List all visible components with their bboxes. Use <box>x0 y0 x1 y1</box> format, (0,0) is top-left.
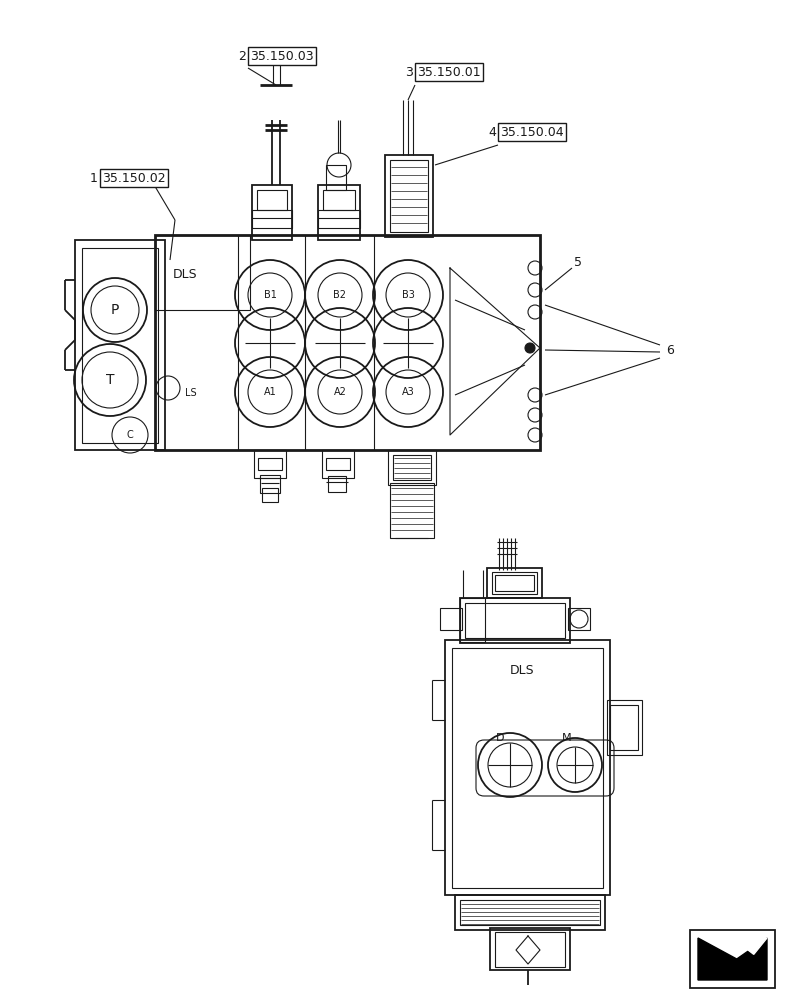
Bar <box>322 450 354 478</box>
Text: LS: LS <box>185 388 196 398</box>
Text: B1: B1 <box>263 290 276 300</box>
Bar <box>460 598 485 642</box>
Bar <box>390 160 428 232</box>
Bar <box>460 598 570 643</box>
Bar <box>607 700 642 755</box>
Bar <box>252 210 292 228</box>
Text: 6: 6 <box>666 344 674 357</box>
Bar <box>610 705 638 750</box>
Bar <box>260 475 280 493</box>
Text: 35.150.02: 35.150.02 <box>102 172 166 184</box>
Bar <box>155 235 250 310</box>
Bar <box>155 235 540 450</box>
Bar <box>690 930 775 988</box>
Bar <box>262 488 278 502</box>
Text: B2: B2 <box>334 290 347 300</box>
Text: C: C <box>127 430 133 440</box>
Bar <box>258 458 282 470</box>
Text: T: T <box>106 373 114 387</box>
Text: 35.150.01: 35.150.01 <box>417 66 481 79</box>
Bar <box>393 455 431 480</box>
Bar <box>490 928 570 970</box>
Text: 2: 2 <box>238 49 246 62</box>
Polygon shape <box>733 938 767 954</box>
Bar <box>390 483 434 538</box>
Bar <box>318 185 360 240</box>
Bar <box>445 640 610 895</box>
Text: A2: A2 <box>334 387 347 397</box>
Text: 5: 5 <box>574 255 582 268</box>
Bar <box>328 476 346 492</box>
Bar <box>455 895 605 930</box>
Bar <box>495 932 565 967</box>
Text: 3: 3 <box>405 66 413 79</box>
Text: DLS: DLS <box>173 268 197 282</box>
Bar <box>75 240 165 450</box>
Bar <box>254 450 286 478</box>
Text: A3: A3 <box>402 387 415 397</box>
Text: A1: A1 <box>263 387 276 397</box>
Bar <box>460 900 600 925</box>
Text: 1: 1 <box>90 172 98 184</box>
Bar <box>495 575 534 591</box>
Bar <box>465 603 565 638</box>
Bar <box>257 190 287 210</box>
Bar <box>326 165 346 190</box>
Circle shape <box>525 343 535 353</box>
Text: D: D <box>496 733 504 743</box>
Text: M: M <box>562 733 572 743</box>
Text: DLS: DLS <box>510 664 535 676</box>
Bar <box>252 185 292 240</box>
Bar <box>323 190 355 210</box>
Polygon shape <box>698 938 767 980</box>
Bar <box>568 608 590 630</box>
Bar <box>326 458 350 470</box>
Bar <box>440 608 462 630</box>
Text: 35.150.03: 35.150.03 <box>250 49 314 62</box>
Text: B3: B3 <box>402 290 415 300</box>
Bar <box>385 155 433 237</box>
Bar <box>388 450 436 485</box>
Bar <box>318 210 360 228</box>
Text: P: P <box>111 303 120 317</box>
Bar <box>452 648 603 888</box>
Bar <box>492 572 537 594</box>
Text: 4: 4 <box>488 125 496 138</box>
Text: 35.150.04: 35.150.04 <box>500 125 564 138</box>
Polygon shape <box>450 268 540 435</box>
Bar <box>487 568 542 598</box>
Bar <box>82 248 158 443</box>
